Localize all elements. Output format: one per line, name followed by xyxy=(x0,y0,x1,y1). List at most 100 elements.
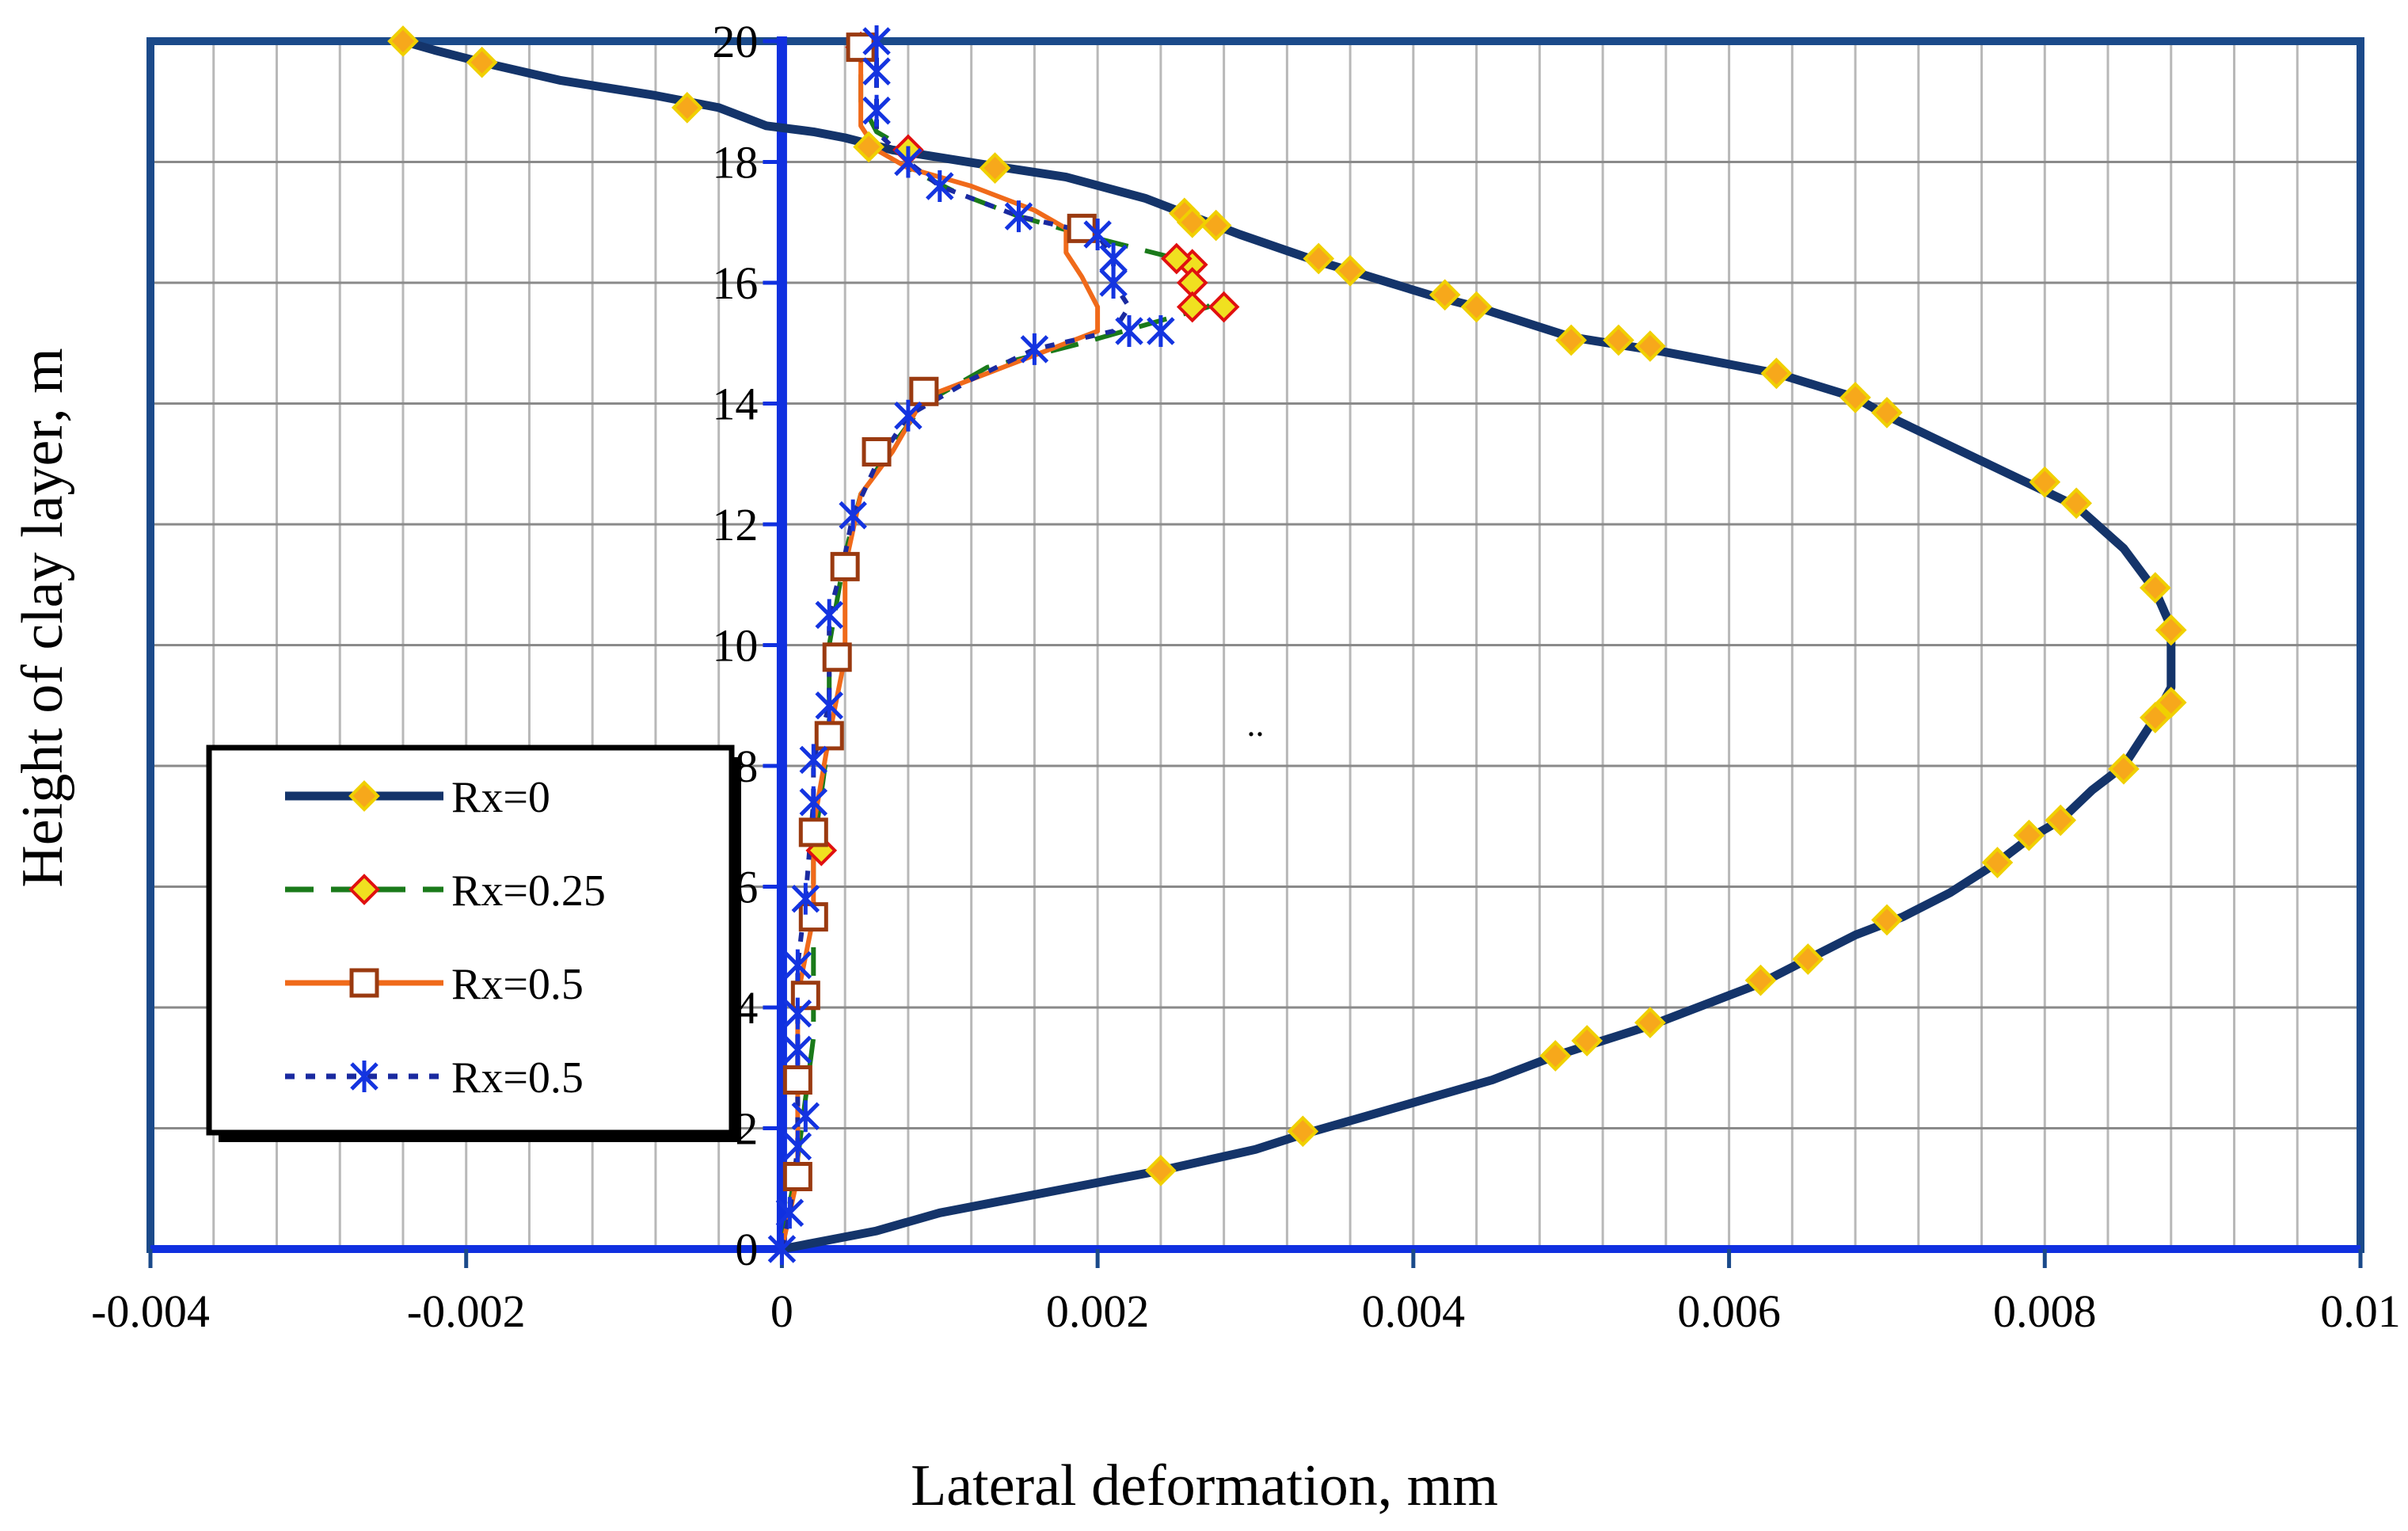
data-point-series-1 xyxy=(1792,943,1824,975)
data-point-series-1 xyxy=(1871,904,1903,936)
data-point-series-1 xyxy=(1981,847,2014,878)
data-point-series-4 xyxy=(839,499,867,531)
data-point-series-1 xyxy=(2060,487,2092,520)
data-point-series-4 xyxy=(926,170,954,202)
data-point-series-4 xyxy=(862,25,891,57)
data-point-series-1 xyxy=(979,152,1011,184)
data-point-series-1 xyxy=(1760,357,1793,390)
data-point-series-1 xyxy=(2108,752,2140,785)
data-point-series-4 xyxy=(862,94,891,127)
data-point-series-1 xyxy=(1603,324,1634,356)
legend-label-3: Rx=0.5 xyxy=(451,960,584,1009)
data-point-series-4 xyxy=(894,146,922,178)
data-point-series-1 xyxy=(466,46,498,78)
data-point-series-3 xyxy=(830,551,860,581)
data-point-series-1 xyxy=(1200,209,1232,242)
data-point-series-4 xyxy=(1083,219,1112,250)
x-tick-label: 0.01 xyxy=(2320,1285,2401,1337)
data-point-series-4 xyxy=(1004,200,1033,233)
data-point-series-4 xyxy=(783,997,812,1030)
data-point-series-1 xyxy=(1539,1040,1572,1072)
x-tick-label: 0.006 xyxy=(1677,1285,1781,1337)
data-point-series-1 xyxy=(1555,324,1588,356)
data-point-series-1 xyxy=(1871,397,1903,428)
y-tick-label: 12 xyxy=(712,499,758,550)
x-tick-label: 0.004 xyxy=(1362,1285,1466,1337)
legend-marker-4 xyxy=(350,1061,379,1092)
legend-marker-3 xyxy=(349,968,379,998)
data-point-series-4 xyxy=(783,949,812,981)
y-tick-label: 0 xyxy=(735,1224,758,1275)
data-point-series-1 xyxy=(1839,382,1871,413)
data-point-series-1 xyxy=(1634,330,1666,362)
x-tick-label: 0.002 xyxy=(1046,1285,1150,1337)
data-point-series-1 xyxy=(1634,1007,1666,1038)
x-tick-label: 0.008 xyxy=(1993,1285,2097,1337)
data-point-series-3 xyxy=(822,642,852,672)
data-point-series-1 xyxy=(853,131,884,163)
data-point-series-1 xyxy=(1145,1155,1177,1186)
x-tick-label: -0.004 xyxy=(91,1285,210,1337)
data-point-series-1 xyxy=(2140,702,2171,733)
data-point-series-4 xyxy=(815,599,844,631)
data-point-series-4 xyxy=(799,744,828,776)
data-point-series-4 xyxy=(799,786,828,818)
data-point-series-1 xyxy=(1176,206,1208,238)
data-point-series-3 xyxy=(782,1065,812,1095)
data-point-series-1 xyxy=(387,25,419,57)
data-point-series-4 xyxy=(791,1100,820,1133)
y-tick-label: 16 xyxy=(712,257,758,309)
data-point-series-1 xyxy=(2029,466,2061,498)
chart-annotation: .. xyxy=(1247,705,1265,744)
legend-label-1: Rx=0 xyxy=(451,773,550,822)
data-point-series-1 xyxy=(2045,804,2077,836)
legend-label-2: Rx=0.25 xyxy=(451,866,606,916)
legend-marker-1 xyxy=(348,780,380,812)
data-point-series-3 xyxy=(862,437,892,467)
data-point-series-3 xyxy=(782,1162,812,1191)
data-point-series-4 xyxy=(775,1197,805,1229)
legend-marker-2 xyxy=(348,874,380,905)
data-point-series-4 xyxy=(815,689,844,722)
data-point-series-1 xyxy=(1428,279,1461,311)
data-point-series-1 xyxy=(2013,819,2045,851)
data-point-series-1 xyxy=(2140,572,2171,604)
y-tick-label: 20 xyxy=(712,16,758,67)
data-point-series-4 xyxy=(1099,242,1128,275)
data-point-series-1 xyxy=(1744,964,1777,996)
y-tick-label: 18 xyxy=(712,137,758,189)
y-axis-title: Height of clay layer, m xyxy=(10,348,75,887)
x-tick-label: -0.002 xyxy=(407,1285,526,1337)
data-point-series-4 xyxy=(767,1233,797,1265)
data-point-series-2 xyxy=(1160,242,1193,275)
legend-box xyxy=(206,745,735,1136)
data-point-series-4 xyxy=(783,1130,812,1163)
data-point-series-4 xyxy=(862,55,891,88)
data-point-series-1 xyxy=(1571,1025,1603,1057)
data-point-series-1 xyxy=(1303,242,1335,275)
y-tick-label: 14 xyxy=(712,379,758,430)
data-point-series-1 xyxy=(671,92,703,124)
data-point-series-4 xyxy=(1147,315,1175,347)
data-point-series-1 xyxy=(1460,291,1493,323)
x-tick-label: 0 xyxy=(770,1285,793,1337)
data-point-series-2 xyxy=(1208,291,1240,323)
legend-label-4: Rx=0.5 xyxy=(451,1053,584,1103)
data-point-series-3 xyxy=(814,721,844,751)
data-point-series-4 xyxy=(1020,333,1049,365)
data-point-series-4 xyxy=(783,1034,812,1066)
y-tick-label: 10 xyxy=(712,620,758,672)
axes xyxy=(146,36,2364,1268)
data-point-series-2 xyxy=(1176,291,1208,323)
data-point-series-1 xyxy=(1287,1115,1319,1148)
tick-labels: -0.004 -0.002 0 0.002 0.004 0.006 0.008 0.01024… xyxy=(91,16,2401,1337)
series-markers xyxy=(387,25,2187,1265)
legend: Rx=0 Rx=0.25 Rx=0.5 Rx=0.5 xyxy=(206,745,741,1142)
data-point-series-1 xyxy=(2155,687,2187,718)
data-point-series-4 xyxy=(791,882,820,915)
data-point-series-1 xyxy=(2155,614,2187,646)
legend-items: Rx=0 Rx=0.25 Rx=0.5 Rx=0.5 xyxy=(285,773,606,1103)
data-point-series-1 xyxy=(1334,254,1366,287)
data-point-series-3 xyxy=(909,376,939,406)
